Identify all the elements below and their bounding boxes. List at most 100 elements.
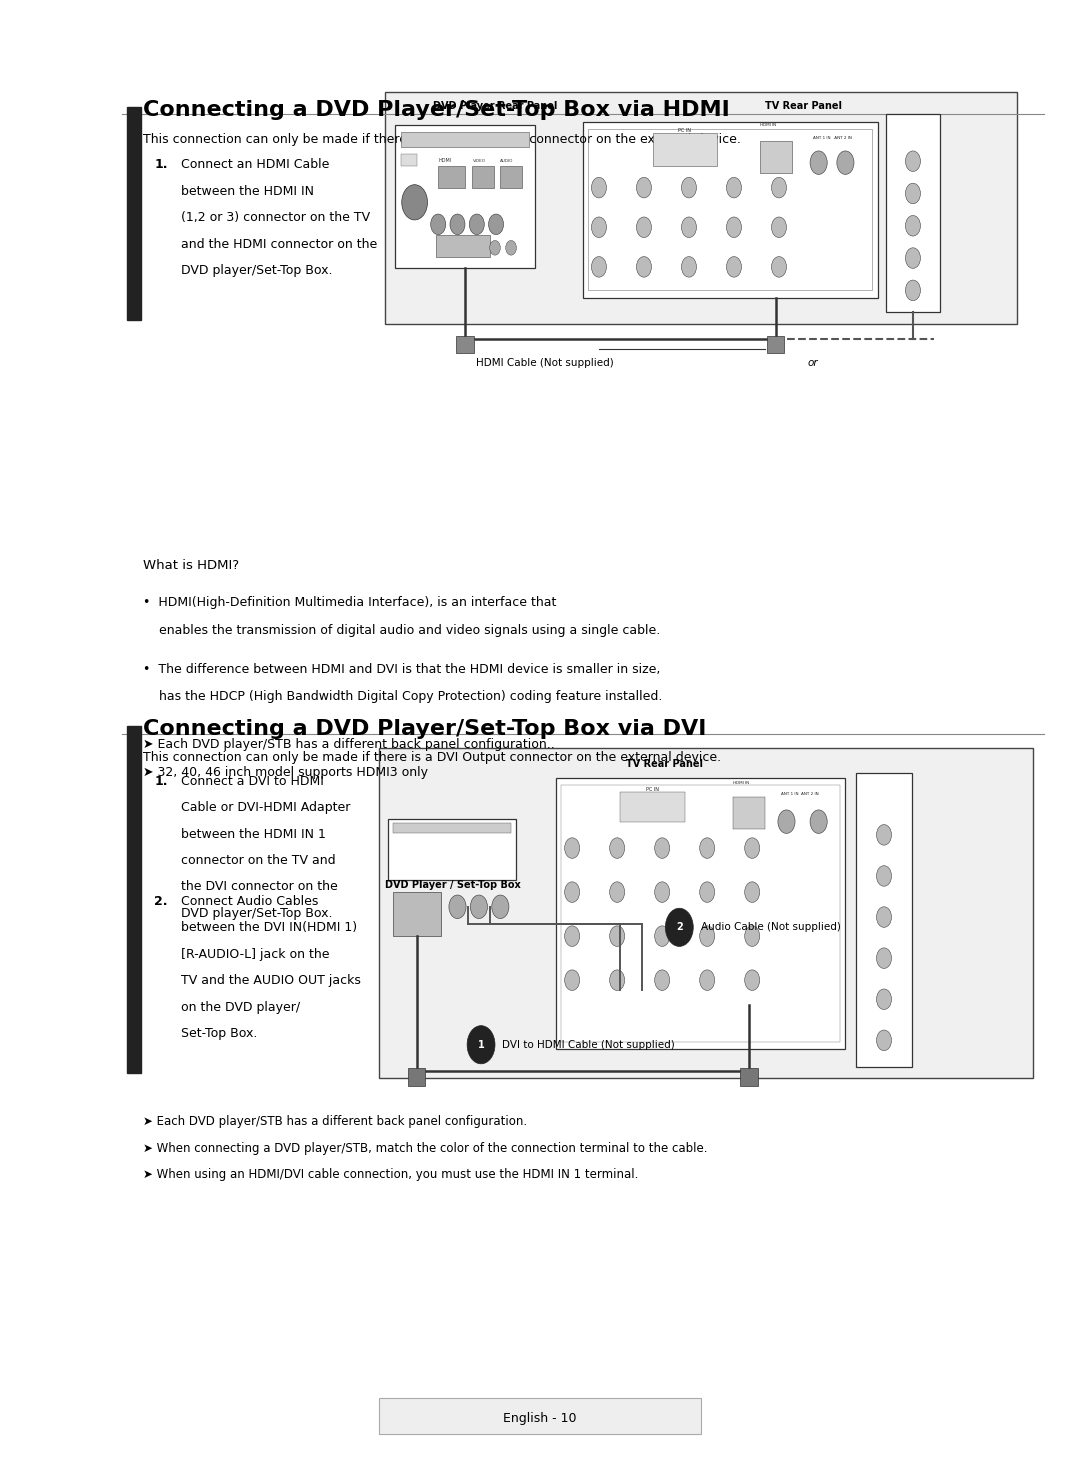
- Circle shape: [877, 989, 891, 1010]
- Circle shape: [905, 183, 920, 204]
- Circle shape: [488, 214, 503, 235]
- Circle shape: [745, 970, 759, 990]
- Text: 2.: 2.: [154, 894, 167, 908]
- Bar: [438, 165, 465, 187]
- Text: AUDIO: AUDIO: [500, 159, 514, 162]
- Bar: [733, 797, 765, 830]
- Circle shape: [636, 177, 651, 198]
- Circle shape: [468, 1026, 495, 1064]
- Circle shape: [810, 810, 827, 834]
- Circle shape: [592, 177, 607, 198]
- Circle shape: [837, 151, 854, 174]
- Bar: [393, 892, 442, 936]
- Text: has the HDCP (High Bandwidth Digital Copy Protection) coding feature installed.: has the HDCP (High Bandwidth Digital Cop…: [144, 691, 663, 704]
- Circle shape: [727, 177, 742, 198]
- Text: HDMI Cable (Not supplied): HDMI Cable (Not supplied): [475, 357, 613, 368]
- Text: HDMI: HDMI: [438, 158, 451, 162]
- Circle shape: [771, 217, 786, 238]
- Circle shape: [877, 866, 891, 886]
- Circle shape: [771, 177, 786, 198]
- Text: ANT 1 IN  ANT 2 IN: ANT 1 IN ANT 2 IN: [781, 793, 819, 797]
- Circle shape: [700, 970, 715, 990]
- Text: TV Rear Panel: TV Rear Panel: [625, 759, 703, 769]
- Circle shape: [727, 217, 742, 238]
- Text: ➤ When connecting a DVD player/STB, match the color of the connection terminal t: ➤ When connecting a DVD player/STB, matc…: [144, 1141, 708, 1154]
- Circle shape: [700, 881, 715, 902]
- Circle shape: [565, 970, 580, 990]
- Bar: [652, 133, 717, 165]
- Text: What is HDMI?: What is HDMI?: [144, 559, 240, 571]
- Text: VIDEO: VIDEO: [472, 159, 486, 162]
- Circle shape: [470, 214, 484, 235]
- Text: HDMI IN: HDMI IN: [733, 781, 750, 785]
- Text: (1,2 or 3) connector on the TV: (1,2 or 3) connector on the TV: [181, 211, 370, 224]
- Bar: [401, 154, 417, 165]
- Text: Set-Top Box.: Set-Top Box.: [181, 1027, 257, 1041]
- Bar: [379, 748, 1032, 1079]
- Circle shape: [592, 257, 607, 277]
- Circle shape: [778, 810, 795, 834]
- Text: 1.: 1.: [154, 158, 167, 171]
- Text: TV Rear Panel: TV Rear Panel: [765, 100, 842, 111]
- Text: DVD player/Set-Top Box.: DVD player/Set-Top Box.: [181, 264, 333, 277]
- Circle shape: [665, 908, 693, 946]
- Text: Cable or DVI-HDMI Adapter: Cable or DVI-HDMI Adapter: [181, 801, 350, 815]
- Text: DVD Player / Set-Top Box: DVD Player / Set-Top Box: [384, 880, 521, 890]
- Text: TV and the AUDIO OUT jacks: TV and the AUDIO OUT jacks: [181, 974, 361, 987]
- Circle shape: [681, 257, 697, 277]
- Bar: [395, 124, 535, 269]
- Circle shape: [431, 214, 446, 235]
- Text: ➤ Each DVD player/STB has a different back panel configuration.: ➤ Each DVD player/STB has a different ba…: [144, 1116, 528, 1128]
- Text: between the DVI IN(HDMI 1): between the DVI IN(HDMI 1): [181, 921, 357, 934]
- Text: Connecting a DVD Player/Set-Top Box via DVI: Connecting a DVD Player/Set-Top Box via …: [144, 719, 706, 739]
- Circle shape: [505, 241, 516, 255]
- Circle shape: [745, 838, 759, 859]
- Bar: [856, 773, 912, 1067]
- Circle shape: [700, 838, 715, 859]
- Circle shape: [905, 280, 920, 301]
- Bar: [393, 824, 511, 834]
- Circle shape: [565, 838, 580, 859]
- Bar: [741, 1069, 757, 1086]
- Bar: [388, 819, 516, 880]
- Text: the DVI connector on the: the DVI connector on the: [181, 880, 338, 893]
- Circle shape: [654, 838, 670, 859]
- Text: between the HDMI IN 1: between the HDMI IN 1: [181, 828, 326, 840]
- Circle shape: [771, 257, 786, 277]
- Text: ➤ Each DVD player/STB has a different back panel configuration..: ➤ Each DVD player/STB has a different ba…: [144, 738, 555, 751]
- Circle shape: [905, 248, 920, 269]
- Circle shape: [565, 881, 580, 902]
- Text: Connect a DVI to HDMI: Connect a DVI to HDMI: [181, 775, 324, 788]
- Circle shape: [609, 838, 624, 859]
- Circle shape: [609, 925, 624, 946]
- Circle shape: [877, 825, 891, 846]
- Text: •  The difference between HDMI and DVI is that the HDMI device is smaller in siz: • The difference between HDMI and DVI is…: [144, 663, 661, 676]
- Text: DVD player/Set-Top Box.: DVD player/Set-Top Box.: [181, 906, 333, 920]
- Text: Audio Cable (Not supplied): Audio Cable (Not supplied): [701, 922, 840, 933]
- Text: 1: 1: [477, 1039, 485, 1049]
- Text: on the DVD player/: on the DVD player/: [181, 1001, 300, 1014]
- Bar: [500, 165, 522, 187]
- Bar: [401, 131, 529, 146]
- Circle shape: [450, 214, 465, 235]
- Circle shape: [810, 151, 827, 174]
- Circle shape: [654, 925, 670, 946]
- Text: ANT 1 IN   ANT 2 IN: ANT 1 IN ANT 2 IN: [813, 136, 852, 140]
- Bar: [408, 1069, 426, 1086]
- Circle shape: [489, 241, 500, 255]
- Circle shape: [609, 970, 624, 990]
- Bar: [887, 114, 940, 313]
- Bar: [556, 778, 846, 1049]
- Bar: [620, 793, 685, 822]
- Bar: [127, 726, 141, 1073]
- Circle shape: [905, 215, 920, 236]
- Bar: [457, 337, 473, 353]
- Circle shape: [681, 217, 697, 238]
- Circle shape: [877, 948, 891, 968]
- Text: Connect Audio Cables: Connect Audio Cables: [181, 894, 319, 908]
- Text: between the HDMI IN: between the HDMI IN: [181, 184, 314, 198]
- Circle shape: [402, 184, 428, 220]
- Bar: [562, 785, 840, 1042]
- Text: •  HDMI(High-Definition Multimedia Interface), is an interface that: • HDMI(High-Definition Multimedia Interf…: [144, 596, 557, 608]
- Circle shape: [654, 970, 670, 990]
